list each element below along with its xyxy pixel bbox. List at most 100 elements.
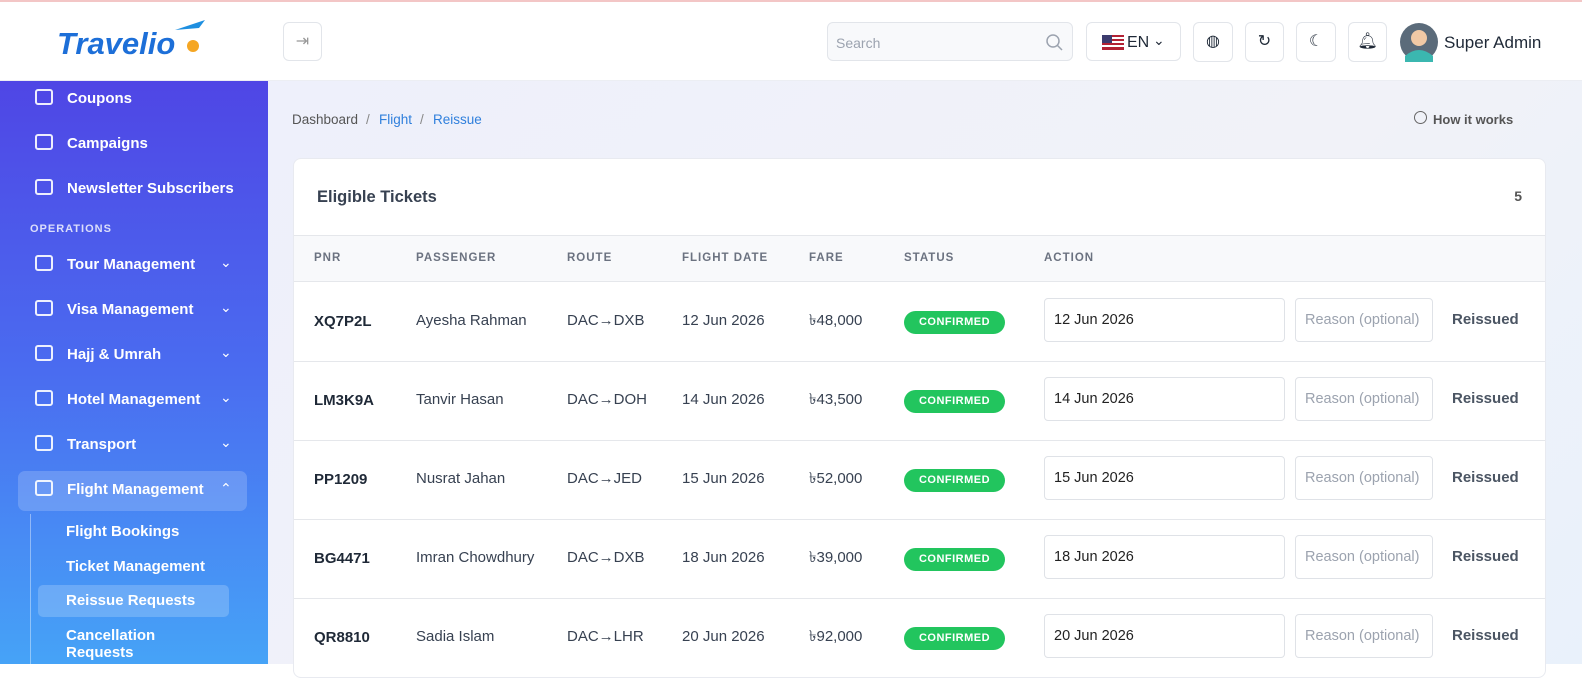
sidebar-menu[interactable]: Visa Management (67, 301, 194, 318)
status-badge: CONFIRMED (904, 390, 1005, 413)
user-name[interactable]: Super Admin (1444, 33, 1542, 52)
status-badge: CONFIRMED (904, 548, 1005, 571)
refresh-button[interactable]: ↻ (1245, 22, 1284, 62)
reissue-button[interactable]: Reissued (1452, 469, 1519, 486)
language-select[interactable]: EN ⌄ (1086, 22, 1181, 61)
reissue-button[interactable]: Reissued (1452, 311, 1519, 328)
reason-input[interactable]: Reason (optional) (1295, 298, 1433, 342)
breadcrumb-item[interactable]: Reissue (433, 112, 482, 127)
cell: ৳48,000 (809, 312, 863, 329)
status-badge: CONFIRMED (904, 311, 1005, 334)
sidebar-menu[interactable]: Hotel Management (67, 391, 201, 408)
column-header: PASSENGER (416, 252, 497, 264)
reason-input[interactable]: Reason (optional) (1295, 614, 1433, 658)
sidebar-menu[interactable]: Tour Management (67, 256, 196, 273)
cell: DAC→DXB (567, 549, 645, 566)
cell: Nusrat Jahan (416, 470, 506, 487)
new-date-input[interactable]: 12 Jun 2026 (1044, 298, 1285, 342)
help-link[interactable]: How it works (1433, 112, 1514, 127)
menu-icon (35, 300, 53, 316)
breadcrumb-item[interactable]: Dashboard (292, 112, 359, 127)
tickets-card: Eligible Tickets 5 PNR PASSENGER ROUTE FLIGHT… (293, 158, 1546, 678)
submenu-link[interactable]: Cancellation Requests (66, 626, 156, 661)
card-title: Eligible Tickets (317, 188, 437, 206)
search-placeholder: Search (836, 35, 881, 51)
avatar[interactable] (1399, 22, 1439, 62)
collapse-button[interactable]: ⇥ (283, 22, 322, 61)
breadcrumb-separator: / (420, 112, 424, 127)
cell: 12 Jun 2026 (682, 312, 765, 329)
chevron: ⌄ (220, 480, 232, 496)
chevron: ⌄ (220, 389, 232, 405)
new-date-input[interactable]: 20 Jun 2026 (1044, 614, 1285, 658)
chevron: ⌄ (220, 344, 232, 360)
menu-icon (35, 345, 53, 361)
reason-input[interactable]: Reason (optional) (1295, 535, 1433, 579)
cell: Tanvir Hasan (416, 391, 504, 408)
cell: Ayesha Rahman (416, 312, 527, 329)
table-header-bg (294, 235, 1545, 282)
language: EN (1127, 34, 1150, 51)
column-header: FLIGHT DATE (682, 252, 769, 264)
logo: Travelio (57, 26, 176, 61)
menu-icon (35, 179, 53, 195)
breadcrumb-separator: / (366, 112, 370, 127)
globe-button[interactable]: ◍ (1193, 22, 1233, 62)
submenu-rail (30, 514, 31, 664)
search-box[interactable]: Search (827, 22, 1073, 61)
submenu-link[interactable]: Reissue Requests (66, 592, 196, 609)
reason-input[interactable]: Reason (optional) (1295, 456, 1433, 500)
row-divider (294, 519, 1545, 520)
top-bar: Travelio ⇥ Search EN ⌄ ◍ ↻ ☾ 🔔︎ Super Ad… (0, 0, 1582, 81)
menu-icon (35, 435, 53, 451)
sidebar-menu[interactable]: Transport (67, 436, 137, 453)
pnr: PP1209 (314, 471, 368, 488)
reissue-button[interactable]: Reissued (1452, 627, 1519, 644)
pnr: LM3K9A (314, 392, 375, 409)
reissue-button[interactable]: Reissued (1452, 548, 1519, 565)
submenu-link[interactable]: Flight Bookings (66, 523, 180, 540)
chevron: ⌄ (220, 299, 232, 315)
new-date-input[interactable]: 18 Jun 2026 (1044, 535, 1285, 579)
cell: ৳39,000 (809, 549, 863, 566)
sidebar-link[interactable]: Campaigns (67, 135, 148, 152)
sidebar-menu[interactable]: Flight Management (67, 481, 204, 498)
cell: 18 Jun 2026 (682, 549, 765, 566)
menu-icon (35, 390, 53, 406)
menu-icon (35, 255, 53, 271)
sidebar-link[interactable]: Newsletter Subscribers (67, 180, 234, 197)
section-title: OPERATIONS (30, 223, 112, 235)
theme-button[interactable]: ☾ (1296, 22, 1336, 62)
sidebar: Coupons Campaigns Newsletter Subscribers OP… (0, 81, 268, 664)
column-header: ROUTE (567, 252, 613, 264)
reissue-button[interactable]: Reissued (1452, 390, 1519, 407)
row-divider (294, 440, 1545, 441)
new-date-input[interactable]: 15 Jun 2026 (1044, 456, 1285, 500)
cell: 20 Jun 2026 (682, 628, 765, 645)
active-menu-bg (18, 471, 247, 511)
column-header: ACTION (1044, 252, 1095, 264)
menu-icon (35, 134, 53, 150)
new-date-input[interactable]: 14 Jun 2026 (1044, 377, 1285, 421)
submenu-link[interactable]: Ticket Management (66, 557, 205, 575)
cell: DAC→DOH (567, 391, 648, 408)
flag (1102, 35, 1124, 50)
sidebar-menu[interactable]: Hajj & Umrah (67, 346, 162, 363)
help-icon (1414, 111, 1427, 124)
status-badge: CONFIRMED (904, 469, 1005, 492)
cell: 14 Jun 2026 (682, 391, 765, 408)
chevron: ⌄ (220, 254, 232, 270)
chevron: ⌄ (1153, 32, 1165, 48)
column-header: STATUS (904, 252, 955, 264)
reason-input[interactable]: Reason (optional) (1295, 377, 1433, 421)
menu-icon (35, 89, 53, 105)
cell: ৳43,500 (809, 391, 863, 408)
menu-icon (35, 480, 53, 496)
notification-button[interactable]: 🔔︎ (1348, 22, 1387, 62)
cell: Imran Chowdhury (416, 549, 535, 566)
cell: DAC→LHR (567, 628, 644, 645)
breadcrumb-item[interactable]: Flight (379, 112, 413, 127)
row-divider (294, 598, 1545, 599)
cell: DAC→DXB (567, 312, 645, 329)
sidebar-link[interactable]: Coupons (67, 90, 132, 107)
